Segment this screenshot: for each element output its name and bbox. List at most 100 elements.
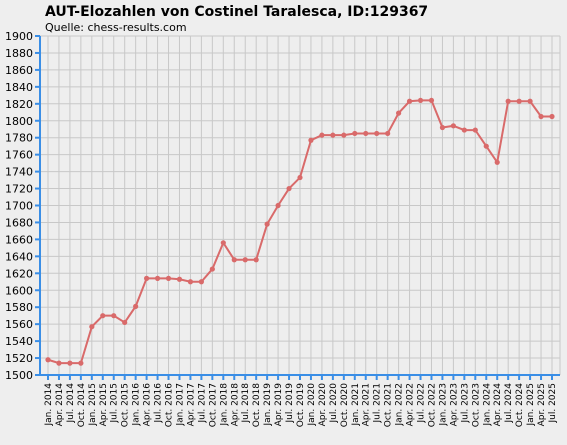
data-point: [122, 319, 128, 326]
y-tick-label: 1660: [5, 233, 33, 246]
data-point: [319, 132, 325, 138]
y-tick-label: 1680: [5, 216, 33, 229]
data-point: [428, 97, 435, 104]
x-tick-label: Apr. 2014: [55, 383, 65, 427]
x-tick-label: Jan. 2023: [438, 383, 448, 427]
data-point: [209, 266, 215, 272]
x-tick-label: Jul. 2016: [154, 383, 164, 424]
data-point: [78, 360, 84, 366]
x-tick-label: Apr. 2020: [318, 383, 328, 427]
series: [45, 97, 555, 366]
data-point: [264, 221, 270, 227]
grid: [40, 35, 561, 376]
x-tick-label: Jul. 2020: [329, 383, 339, 424]
y-tick-label: 1640: [5, 250, 33, 263]
x-tick-label: Jan. 2020: [307, 383, 317, 427]
x-tick-label: Oct. 2020: [340, 383, 350, 427]
y-tick-label: 1560: [5, 318, 33, 331]
data-point: [363, 130, 369, 137]
y-tick-label: 1720: [5, 183, 33, 196]
x-tick-label: Jul. 2024: [504, 383, 514, 424]
x-tick-label: Jul. 2022: [417, 383, 427, 424]
data-point: [45, 357, 51, 363]
data-point: [538, 113, 544, 120]
y-tick-label: 1860: [5, 64, 33, 77]
x-tick-label: Jan. 2018: [219, 383, 229, 427]
data-point: [341, 132, 347, 138]
chart-title: AUT-Elozahlen von Costinel Taralesca, ID…: [45, 4, 428, 20]
x-tick-label: Oct. 2015: [121, 383, 131, 427]
x-tick-label: Apr. 2015: [99, 383, 109, 426]
data-point: [67, 360, 73, 366]
x-tick-label: Jul. 2018: [241, 383, 251, 424]
data-point: [187, 279, 194, 285]
data-point: [198, 279, 204, 285]
x-tick-label: Oct. 2019: [296, 383, 306, 427]
y-tick-label: 1700: [5, 200, 33, 213]
x-tick-label: Apr. 2018: [230, 383, 240, 427]
x-tick-label: Jan. 2024: [482, 383, 492, 427]
x-tick-label: Oct. 2024: [515, 383, 525, 427]
data-point: [242, 257, 248, 263]
data-point: [176, 276, 183, 282]
x-tick-label: Apr. 2024: [493, 383, 503, 427]
data-point: [144, 275, 150, 281]
x-tick-label: Apr. 2017: [186, 383, 196, 426]
axes: [35, 35, 560, 380]
y-tick-label: 1780: [5, 132, 33, 145]
data-point: [330, 132, 336, 138]
data-point: [472, 127, 478, 133]
data-point: [374, 130, 380, 137]
y-tick-label: 1520: [5, 352, 33, 365]
data-point: [516, 98, 522, 104]
data-point: [308, 137, 314, 143]
data-point: [505, 98, 511, 104]
data-point: [406, 98, 413, 104]
x-tick-label: Jan. 2017: [175, 383, 185, 427]
x-tick-label: Jul. 2023: [460, 383, 470, 424]
x-tick-label: Apr. 2022: [406, 383, 416, 426]
x-tick-label: Jul. 2025: [548, 383, 558, 424]
data-point: [297, 174, 303, 181]
y-tick-label: 1600: [5, 284, 33, 297]
x-tick-label: Jan. 2015: [88, 383, 98, 427]
x-tick-label: Oct. 2022: [427, 383, 437, 427]
data-point: [461, 127, 467, 133]
y-tick-label: 1580: [5, 301, 33, 314]
x-tick-label: Apr. 2023: [449, 383, 459, 426]
data-point: [352, 130, 358, 137]
data-point: [56, 360, 62, 366]
data-point: [165, 275, 172, 281]
data-point: [396, 110, 402, 116]
data-point: [483, 143, 489, 149]
data-point: [439, 124, 446, 131]
chart-subtitle: Quelle: chess-results.com: [45, 21, 187, 34]
y-tick-label: 1760: [5, 149, 33, 162]
y-tick-label: 1820: [5, 98, 33, 111]
y-tick-label: 1540: [5, 335, 33, 348]
x-tick-label: Jul. 2015: [110, 383, 120, 424]
x-tick-label: Jan. 2016: [132, 383, 142, 427]
y-tick-label: 1900: [5, 30, 33, 43]
x-tick-label: Jan. 2019: [263, 383, 273, 427]
data-point: [89, 324, 95, 330]
data-point: [286, 185, 292, 192]
data-point: [253, 257, 259, 263]
data-point: [220, 240, 226, 246]
x-tick-label: Jan. 2021: [351, 383, 361, 427]
x-axis-ticks: Jan. 2014 Apr. 2014 Jul. 2014 Oct. 2014 Jan.…: [44, 383, 558, 427]
y-tick-label: 1800: [5, 115, 33, 128]
data-point: [385, 130, 391, 137]
x-tick-label: Jul. 2019: [285, 383, 295, 424]
x-tick-label: Oct. 2023: [471, 383, 481, 427]
y-tick-label: 1620: [5, 267, 33, 280]
data-point: [133, 303, 139, 309]
y-tick-label: 1740: [5, 166, 33, 179]
x-tick-label: Apr. 2016: [143, 383, 153, 427]
data-point: [527, 98, 533, 104]
x-tick-label: Oct. 2016: [165, 383, 175, 427]
x-tick-label: Oct. 2017: [208, 383, 218, 427]
x-tick-label: Jan. 2022: [395, 383, 405, 427]
